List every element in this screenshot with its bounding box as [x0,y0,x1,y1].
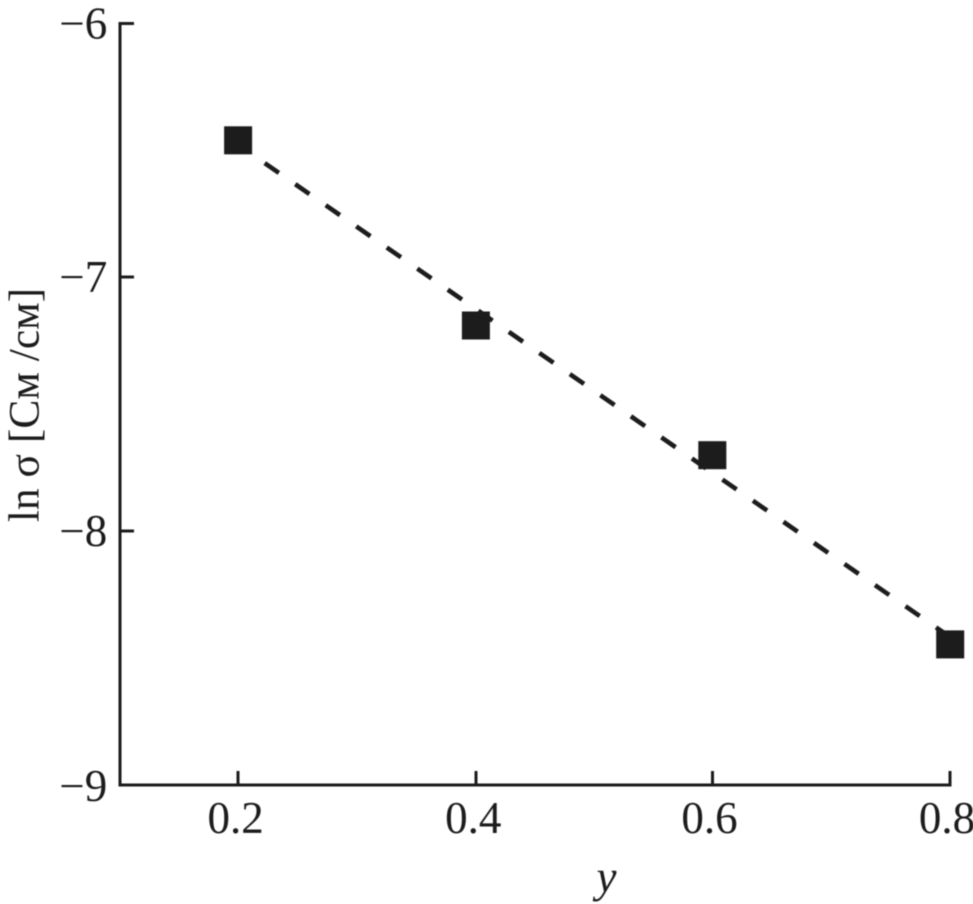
svg-text:0.2: 0.2 [207,793,263,843]
svg-text:−7: −7 [59,252,107,302]
svg-text:0.6: 0.6 [681,793,737,843]
svg-text:−6: −6 [59,0,107,49]
svg-text:0.4: 0.4 [445,793,501,843]
svg-text:y: y [593,852,617,902]
svg-text:0.8: 0.8 [919,793,973,843]
svg-text:−8: −8 [59,506,107,556]
svg-text:−9: −9 [59,761,107,811]
svg-text:ln σ [См /см]: ln σ [См /см] [1,288,49,522]
